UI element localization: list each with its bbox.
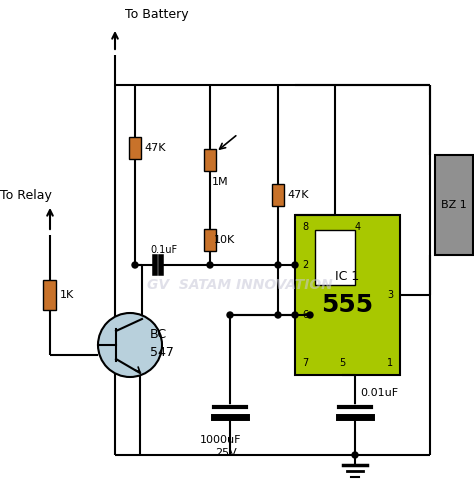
Circle shape (207, 262, 213, 268)
Circle shape (352, 452, 358, 458)
Text: 3: 3 (387, 290, 393, 300)
Text: 555: 555 (321, 293, 374, 317)
Text: 47K: 47K (287, 190, 309, 200)
Text: 47K: 47K (144, 143, 165, 153)
Bar (44, 280, 56, 310)
Bar (272, 184, 284, 206)
Text: 5: 5 (339, 358, 346, 368)
Text: 0.1uF: 0.1uF (150, 245, 177, 255)
Text: 7: 7 (302, 358, 308, 368)
Bar (315, 230, 355, 285)
Circle shape (132, 262, 138, 268)
Circle shape (275, 312, 281, 318)
Bar (129, 137, 141, 159)
Text: 25V: 25V (215, 448, 237, 458)
Text: 2: 2 (302, 260, 308, 270)
Text: To Battery: To Battery (125, 7, 189, 21)
Text: 1: 1 (387, 358, 393, 368)
Text: 1K: 1K (60, 290, 74, 300)
Circle shape (227, 312, 233, 318)
Text: 1000uF: 1000uF (200, 435, 241, 445)
Bar (435, 155, 473, 255)
Text: 4: 4 (355, 222, 361, 232)
Text: BZ 1: BZ 1 (441, 200, 467, 210)
Text: 547: 547 (150, 347, 174, 359)
Bar (204, 229, 216, 251)
Text: 6: 6 (302, 310, 308, 320)
Circle shape (292, 262, 298, 268)
Circle shape (292, 312, 298, 318)
Text: GV  SATAM INNOVATION: GV SATAM INNOVATION (147, 278, 333, 292)
Text: 1M: 1M (212, 177, 228, 187)
Text: BC: BC (150, 328, 167, 342)
Bar (295, 215, 400, 375)
Circle shape (98, 313, 162, 377)
Text: 0.01uF: 0.01uF (360, 388, 398, 398)
Text: To Relay: To Relay (0, 189, 52, 201)
Text: 8: 8 (302, 222, 308, 232)
Text: IC 1: IC 1 (336, 271, 360, 283)
Text: 10K: 10K (214, 235, 235, 245)
Circle shape (275, 262, 281, 268)
Circle shape (307, 312, 313, 318)
Bar (204, 149, 216, 171)
